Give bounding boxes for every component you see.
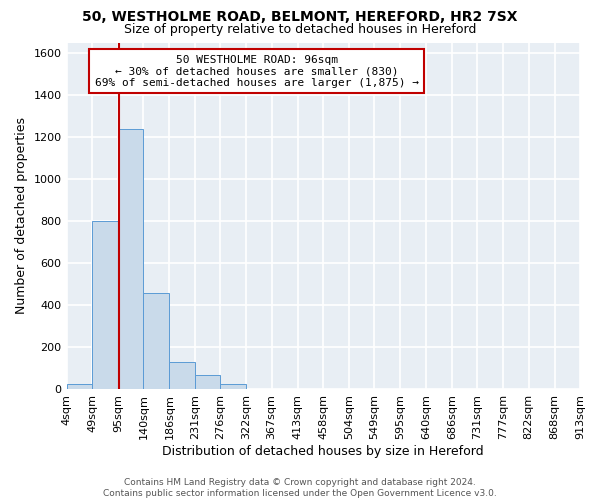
Text: 50, WESTHOLME ROAD, BELMONT, HEREFORD, HR2 7SX: 50, WESTHOLME ROAD, BELMONT, HEREFORD, H…	[82, 10, 518, 24]
Y-axis label: Number of detached properties: Number of detached properties	[15, 117, 28, 314]
Text: Contains HM Land Registry data © Crown copyright and database right 2024.
Contai: Contains HM Land Registry data © Crown c…	[103, 478, 497, 498]
Bar	[169, 362, 195, 389]
Bar	[67, 384, 92, 389]
Text: Size of property relative to detached houses in Hereford: Size of property relative to detached ho…	[124, 22, 476, 36]
X-axis label: Distribution of detached houses by size in Hereford: Distribution of detached houses by size …	[163, 444, 484, 458]
Bar	[143, 294, 169, 389]
Bar	[220, 384, 246, 389]
Bar	[118, 128, 143, 389]
Text: 50 WESTHOLME ROAD: 96sqm
← 30% of detached houses are smaller (830)
69% of semi-: 50 WESTHOLME ROAD: 96sqm ← 30% of detach…	[95, 54, 419, 88]
Bar	[92, 221, 118, 389]
Bar	[195, 376, 220, 389]
